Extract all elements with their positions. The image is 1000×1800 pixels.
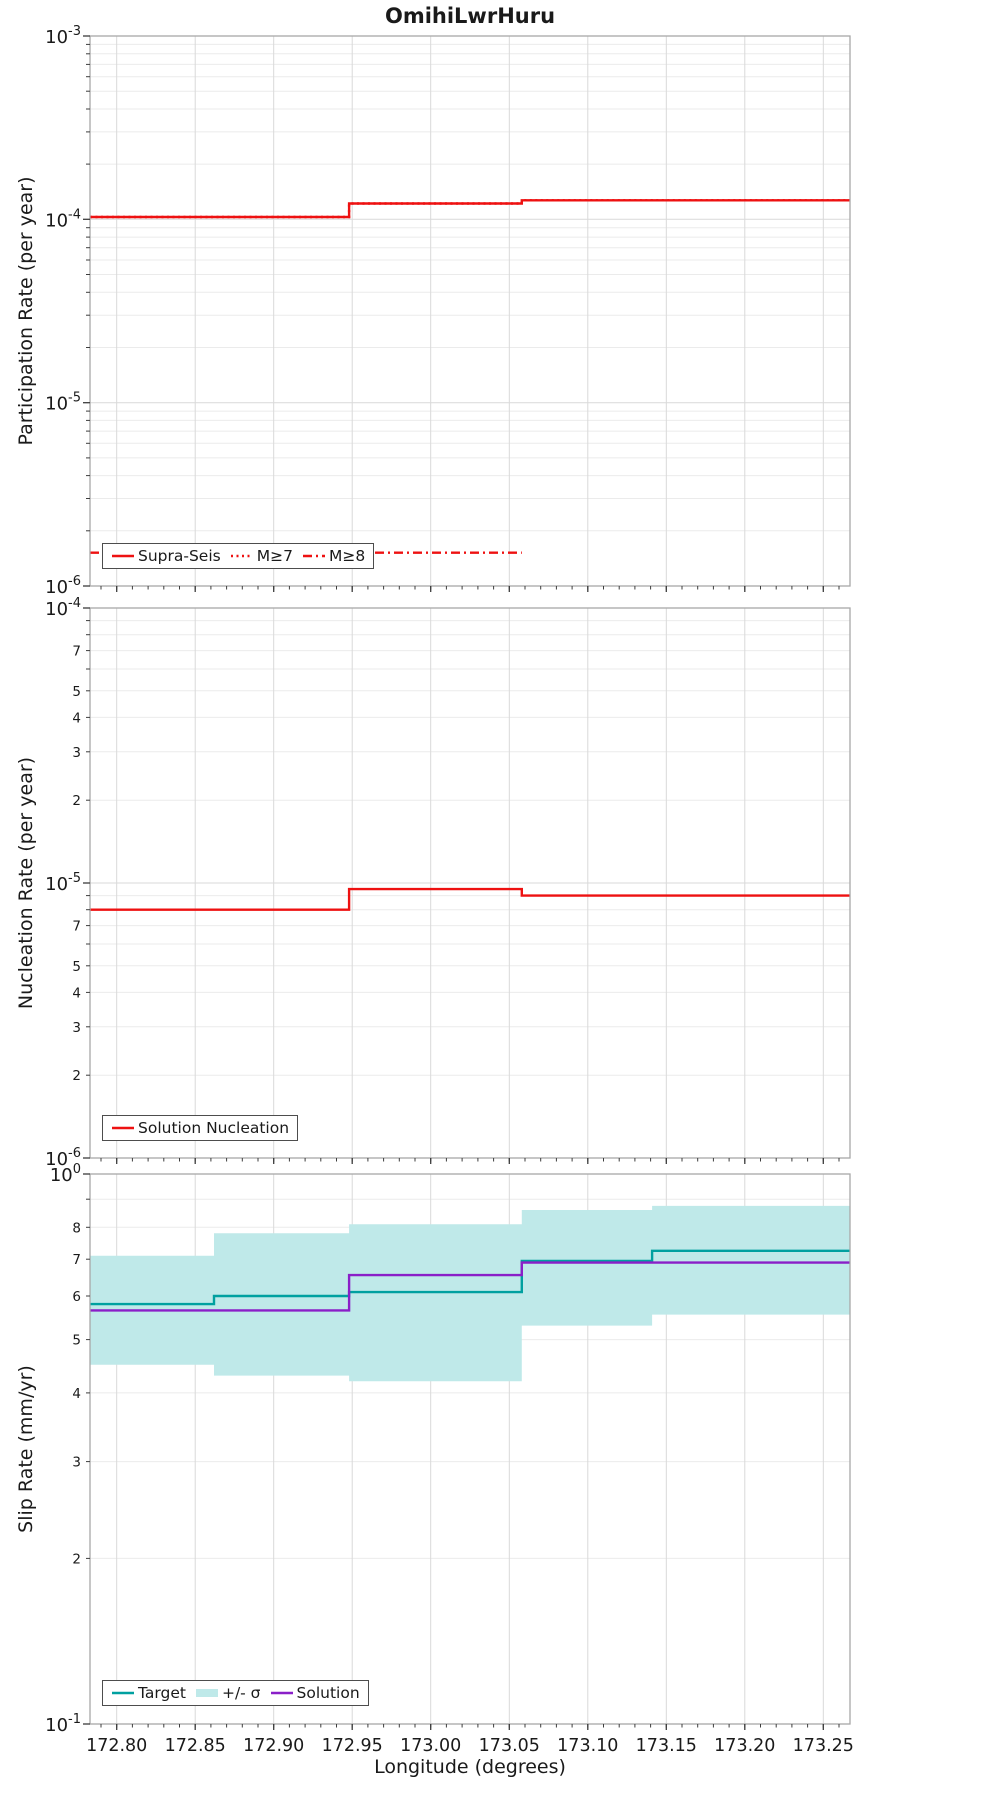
y-minor-tick-label: 7 xyxy=(72,1252,81,1268)
y-tick-label: 10-3 xyxy=(45,24,81,48)
y-minor-tick-label: 5 xyxy=(72,959,81,975)
y-tick-label: 10-1 xyxy=(45,1712,81,1736)
legend-label: M≥7 xyxy=(256,547,293,565)
legend-item: +/- σ xyxy=(195,1684,261,1702)
x-tick-label: 173.05 xyxy=(479,1736,540,1756)
y-minor-tick-label: 5 xyxy=(72,1333,81,1349)
legend-label: Supra-Seis xyxy=(138,547,221,565)
chart-title: OmihiLwrHuru xyxy=(384,4,556,28)
y-minor-tick-label: 3 xyxy=(72,745,81,761)
y-minor-tick-label: 4 xyxy=(72,710,81,726)
y-tick-label: 100 xyxy=(50,1162,81,1186)
legend-item: Solution xyxy=(270,1684,360,1702)
y-tick-label: 10-5 xyxy=(45,391,81,415)
legend-item: Solution Nucleation xyxy=(111,1119,289,1137)
x-tick-label: 173.10 xyxy=(557,1736,618,1756)
y-axis-label-slip-rate: Slip Rate (mm/yr) xyxy=(15,1365,37,1533)
legend-label: M≥8 xyxy=(328,547,366,565)
y-minor-tick-label: 3 xyxy=(72,1020,81,1036)
series-line-Solution xyxy=(90,1261,850,1312)
y-tick-label: 10-6 xyxy=(45,574,81,598)
y-axis-label-nucleation: Nucleation Rate (per year) xyxy=(15,756,37,1010)
y-minor-tick-label: 3 xyxy=(72,1455,81,1471)
y-minor-tick-label: 2 xyxy=(72,793,81,809)
legend-nucleation: Solution Nucleation xyxy=(102,1115,299,1141)
legend-sample-solid-icon xyxy=(112,554,134,558)
series-line-M≥7 xyxy=(90,199,850,219)
y-minor-tick-label: 4 xyxy=(72,985,81,1001)
legend-sample-solid-icon xyxy=(112,1691,134,1695)
plot-frame xyxy=(89,1173,851,1725)
y-minor-tick-label: 7 xyxy=(72,644,81,660)
y-tick-label: 10-5 xyxy=(45,871,81,895)
legend-sample-solid-icon xyxy=(270,1691,293,1695)
legend-participation: Supra-Seis M≥7 M≥8 xyxy=(102,543,375,569)
y-minor-tick-label: 2 xyxy=(72,1068,81,1084)
x-tick-label: 173.15 xyxy=(636,1736,697,1756)
series-line-Solution Nucleation xyxy=(90,887,850,911)
series-line-Supra-Seis xyxy=(90,199,850,219)
y-minor-tick-label: 4 xyxy=(72,1386,81,1402)
y-minor-tick-label: 7 xyxy=(72,919,81,935)
legend-label: +/- σ xyxy=(221,1684,261,1702)
legend-slip-rate: Target +/- σ Solution xyxy=(102,1680,369,1706)
legend-sample-solid-icon xyxy=(112,1126,134,1130)
series-line-Target xyxy=(90,1249,850,1306)
y-minor-tick-label: 6 xyxy=(72,1289,81,1305)
y-axis-label-participation: Participation Rate (per year) xyxy=(15,176,37,446)
legend-label: Solution xyxy=(296,1684,360,1702)
panel-participation: 10-3 10-4 10-5 10-6 xyxy=(45,24,851,598)
y-tick-label: 10-4 xyxy=(45,596,81,620)
y-minor-tick-label: 2 xyxy=(72,1551,81,1567)
y-minor-tick-label: 5 xyxy=(72,684,81,700)
legend-label: Solution Nucleation xyxy=(138,1119,290,1137)
x-tick-label: 172.80 xyxy=(86,1736,147,1756)
legend-item: M≥8 xyxy=(302,547,365,565)
legend-label: Target xyxy=(138,1684,186,1702)
legend-item: Target xyxy=(111,1684,186,1702)
x-axis-label: Longitude (degrees) xyxy=(374,1756,566,1778)
legend-sample-band-icon xyxy=(195,1689,218,1697)
x-tick-label: 172.90 xyxy=(243,1736,304,1756)
y-minor-tick-label: 8 xyxy=(72,1220,81,1236)
legend-item: M≥7 xyxy=(230,547,293,565)
x-tick-label: 173.25 xyxy=(793,1736,854,1756)
legend-item: Supra-Seis xyxy=(111,547,221,565)
x-tick-label: 172.95 xyxy=(322,1736,383,1756)
y-tick-label: 10-4 xyxy=(45,207,81,231)
plot-frame xyxy=(89,35,851,587)
x-tick-label: 173.20 xyxy=(714,1736,775,1756)
x-tick-label: 173.00 xyxy=(400,1736,461,1756)
legend-sample-dashdot-icon xyxy=(302,554,325,558)
x-tick-label: 172.85 xyxy=(165,1736,226,1756)
sigma-band xyxy=(90,1205,850,1382)
panel-slip_rate: 100 10-1 2 3 4 5 6 7 8 172.80 172.85 172.90 172.95 17… xyxy=(45,1162,854,1756)
legend-sample-dotted-icon xyxy=(230,554,253,558)
